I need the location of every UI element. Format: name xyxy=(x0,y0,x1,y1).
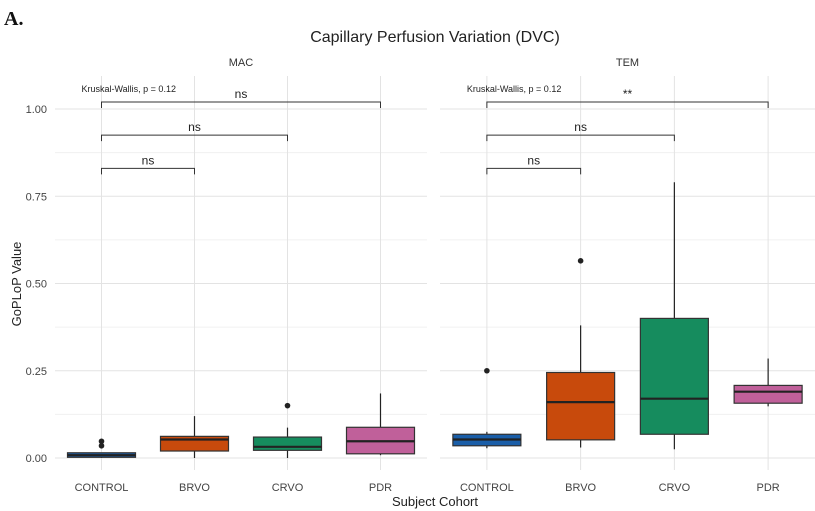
box-control xyxy=(66,438,137,458)
outlier-point xyxy=(484,367,490,374)
x-tick-label: PDR xyxy=(757,482,780,494)
significance-label: ns xyxy=(527,153,540,167)
comparison-bracket: ns xyxy=(486,120,675,142)
bracket-line xyxy=(486,134,675,142)
significance-label: ns xyxy=(574,120,587,134)
box-brvo xyxy=(546,258,616,448)
y-tick-label: 0.50 xyxy=(26,279,47,291)
box-iqr xyxy=(733,384,803,404)
box-iqr xyxy=(546,371,616,441)
x-tick-label: PDR xyxy=(369,482,392,494)
box-brvo xyxy=(159,416,230,458)
significance-label: ** xyxy=(623,87,633,101)
box-crvo xyxy=(639,182,709,450)
facet-tem: TEM CONTROL BRVO CRVO PDR ns ns ** Kruskal-Walli… xyxy=(440,57,815,494)
x-tick-label: BRVO xyxy=(179,482,210,494)
facet-mac: MAC 0.00 0.25 0.50 0.75 1.00 CONTROL BRVO CRVO PD… xyxy=(26,57,427,494)
bracket-line xyxy=(486,101,769,109)
significance-label: ns xyxy=(188,120,201,134)
x-tick-label: CRVO xyxy=(272,482,304,494)
y-axis-title: GoPLoP Value xyxy=(9,242,24,327)
bracket-line xyxy=(101,167,195,175)
comparison-bracket: ns xyxy=(101,120,288,142)
y-tick-label: 0.00 xyxy=(26,453,47,465)
box-control xyxy=(452,367,522,449)
box-iqr xyxy=(639,317,709,435)
x-tick-label: CONTROL xyxy=(75,482,129,494)
x-tick-label: BRVO xyxy=(565,482,596,494)
x-axis-title: Subject Cohort xyxy=(392,494,478,509)
x-tick-label: CONTROL xyxy=(460,482,514,494)
chart-title: Capillary Perfusion Variation (DVC) xyxy=(310,29,560,46)
box-pdr xyxy=(733,358,803,407)
y-tick-label: 1.00 xyxy=(26,104,47,116)
panel-label: A. xyxy=(4,8,23,30)
bracket-line xyxy=(101,101,381,109)
box-pdr xyxy=(345,393,416,456)
comparison-bracket: ns xyxy=(486,153,582,175)
facet-strip-label: MAC xyxy=(229,57,254,69)
bracket-line xyxy=(486,167,582,175)
facet-strip-label: TEM xyxy=(616,57,639,69)
outlier-point xyxy=(98,438,105,445)
comparison-bracket: ns xyxy=(101,87,381,109)
box-crvo xyxy=(252,402,323,458)
x-tick-label: CRVO xyxy=(659,482,691,494)
kruskal-wallis-label: Kruskal-Wallis, p = 0.12 xyxy=(82,84,176,94)
significance-label: ns xyxy=(235,87,248,101)
y-tick-label: 0.25 xyxy=(26,366,47,378)
y-tick-label: 0.75 xyxy=(26,191,47,203)
bracket-line xyxy=(101,134,288,142)
outlier-point xyxy=(577,258,584,264)
comparison-bracket: ns xyxy=(101,153,195,175)
comparison-bracket: ** xyxy=(486,87,769,109)
kruskal-wallis-label: Kruskal-Wallis, p = 0.12 xyxy=(467,84,561,94)
box-iqr xyxy=(252,436,323,451)
outlier-point xyxy=(284,402,291,409)
significance-label: ns xyxy=(142,153,155,167)
outlier-point xyxy=(98,442,105,449)
